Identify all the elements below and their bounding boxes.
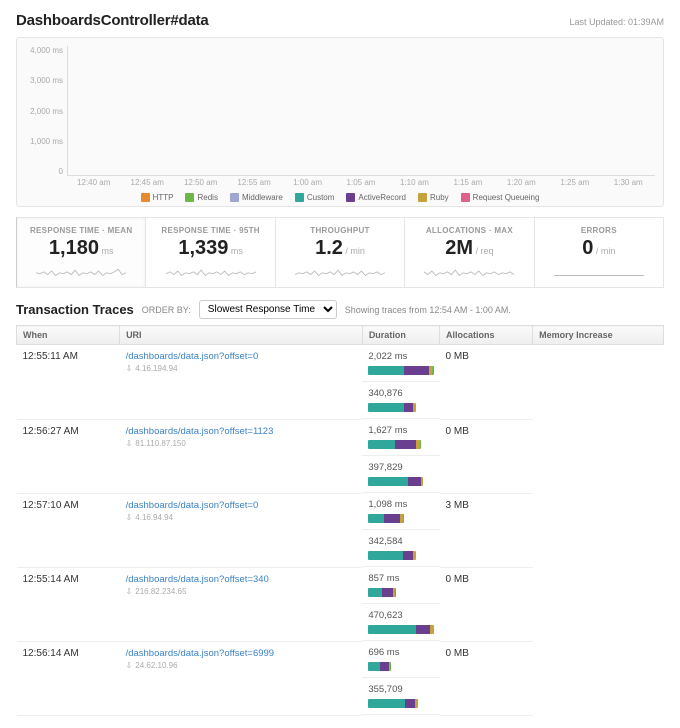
- chart-xaxis: 12:40 am12:45 am12:50 am12:55 am1:00 am1…: [67, 178, 655, 187]
- traces-table: WhenURIDurationAllocationsMemory Increas…: [16, 325, 664, 716]
- cell-uri: /dashboards/data.json?offset=1123 ⇩81.110…: [120, 419, 363, 493]
- last-updated: Last Updated: 01:39AM: [569, 17, 664, 27]
- cell-memory: 0 MB: [440, 641, 533, 715]
- column-header[interactable]: When: [17, 326, 120, 345]
- cell-memory: 0 MB: [440, 419, 533, 493]
- legend-item[interactable]: Redis: [185, 193, 217, 202]
- sparkline: [166, 262, 256, 280]
- stat-card[interactable]: THROUGHPUT 1.2 / min: [276, 217, 405, 288]
- sparkline: [295, 262, 385, 280]
- uri-sub: ⇩4.16.194.94: [126, 364, 357, 373]
- uri-sub: ⇩216.82.234.65: [126, 587, 357, 596]
- table-row[interactable]: 12:55:11 AM/dashboards/data.json?offset=…: [17, 345, 664, 420]
- legend-item[interactable]: Request Queueing: [461, 193, 540, 202]
- cell-allocations: 470,623: [362, 604, 439, 641]
- cell-when: 12:56:14 AM: [17, 641, 120, 715]
- cell-allocations: 342,584: [362, 530, 439, 567]
- uri-sub: ⇩24.62.10.96: [126, 661, 357, 670]
- traces-range-info: Showing traces from 12:54 AM - 1:00 AM.: [345, 305, 511, 315]
- legend-item[interactable]: Custom: [295, 193, 335, 202]
- legend-item[interactable]: Middleware: [230, 193, 283, 202]
- uri-sub: ⇩81.110.87.150: [126, 439, 357, 448]
- uri-sub: ⇩4.16.94.94: [126, 513, 357, 522]
- stat-value: 1,339 ms: [156, 237, 264, 260]
- download-icon: ⇩: [126, 661, 133, 670]
- chart-legend: HTTP Redis Middleware Custom ActiveRecord Rub…: [25, 193, 655, 202]
- download-icon: ⇩: [126, 513, 133, 522]
- cell-duration: 857 ms: [362, 567, 439, 604]
- stat-card[interactable]: RESPONSE TIME · MEAN 1,180 ms: [16, 217, 146, 288]
- column-header[interactable]: Duration: [362, 326, 439, 345]
- stats-row: RESPONSE TIME · MEAN1,180 msRESPONSE TIM…: [16, 217, 664, 288]
- cell-allocations: 340,876: [362, 382, 439, 419]
- dashboard-root: DashboardsController#data Last Updated: …: [0, 0, 680, 728]
- stat-label: ALLOCATIONS · MAX: [415, 226, 523, 235]
- cell-when: 12:55:11 AM: [17, 345, 120, 420]
- uri-link[interactable]: /dashboards/data.json?offset=1123: [126, 426, 357, 437]
- stat-label: RESPONSE TIME · MEAN: [27, 226, 135, 235]
- column-header[interactable]: Memory Increase: [533, 326, 664, 345]
- cell-uri: /dashboards/data.json?offset=0 ⇩4.16.194.…: [120, 345, 363, 420]
- stat-card[interactable]: RESPONSE TIME · 95TH 1,339 ms: [146, 217, 275, 288]
- uri-link[interactable]: /dashboards/data.json?offset=0: [126, 351, 357, 362]
- traces-header: Transaction Traces ORDER BY: Slowest Res…: [16, 300, 664, 319]
- chart-plot[interactable]: [67, 46, 655, 176]
- stat-value: 2M / req: [415, 237, 523, 260]
- stat-card[interactable]: ERRORS 0 / min: [535, 217, 664, 288]
- download-icon: ⇩: [126, 364, 133, 373]
- table-row[interactable]: 12:55:14 AM/dashboards/data.json?offset=…: [17, 567, 664, 641]
- orderby-select[interactable]: Slowest Response TimeMost AllocationsHig…: [199, 300, 337, 319]
- page-header: DashboardsController#data Last Updated: …: [16, 12, 664, 29]
- stat-label: ERRORS: [545, 226, 653, 235]
- cell-uri: /dashboards/data.json?offset=0 ⇩4.16.94.9…: [120, 493, 363, 567]
- cell-duration: 2,022 ms: [362, 345, 439, 382]
- table-row[interactable]: 12:56:14 AM/dashboards/data.json?offset=…: [17, 641, 664, 715]
- stat-card[interactable]: ALLOCATIONS · MAX 2M / req: [405, 217, 534, 288]
- cell-allocations: 397,829: [362, 456, 439, 493]
- cell-memory: 3 MB: [440, 493, 533, 567]
- sparkline: [424, 262, 514, 280]
- table-row[interactable]: 12:56:27 AM/dashboards/data.json?offset=…: [17, 419, 664, 493]
- column-header[interactable]: URI: [120, 326, 363, 345]
- cell-duration: 696 ms: [362, 641, 439, 678]
- stat-value: 1.2 / min: [286, 237, 394, 260]
- stat-value: 0 / min: [545, 237, 653, 260]
- uri-link[interactable]: /dashboards/data.json?offset=340: [126, 574, 357, 585]
- cell-allocations: 355,709: [362, 678, 439, 715]
- legend-item[interactable]: HTTP: [141, 193, 174, 202]
- legend-item[interactable]: ActiveRecord: [346, 193, 406, 202]
- stat-label: RESPONSE TIME · 95TH: [156, 226, 264, 235]
- cell-memory: 0 MB: [440, 567, 533, 641]
- stat-label: THROUGHPUT: [286, 226, 394, 235]
- cell-uri: /dashboards/data.json?offset=6999 ⇩24.62.…: [120, 641, 363, 715]
- cell-when: 12:56:27 AM: [17, 419, 120, 493]
- cell-duration: 1,627 ms: [362, 419, 439, 456]
- column-header[interactable]: Allocations: [440, 326, 533, 345]
- sparkline: [36, 262, 126, 280]
- sparkline: [554, 262, 644, 280]
- download-icon: ⇩: [126, 439, 133, 448]
- legend-item[interactable]: Ruby: [418, 193, 449, 202]
- stat-value: 1,180 ms: [27, 237, 135, 260]
- cell-uri: /dashboards/data.json?offset=340 ⇩216.82.…: [120, 567, 363, 641]
- traces-title: Transaction Traces: [16, 302, 134, 317]
- cell-duration: 1,098 ms: [362, 493, 439, 530]
- uri-link[interactable]: /dashboards/data.json?offset=0: [126, 500, 357, 511]
- cell-when: 12:55:14 AM: [17, 567, 120, 641]
- page-title: DashboardsController#data: [16, 12, 209, 29]
- cell-when: 12:57:10 AM: [17, 493, 120, 567]
- chart-yaxis: 4,000 ms3,000 ms2,000 ms1,000 ms0: [25, 46, 67, 176]
- table-row[interactable]: 12:57:10 AM/dashboards/data.json?offset=…: [17, 493, 664, 567]
- response-time-chart: 4,000 ms3,000 ms2,000 ms1,000 ms0 12:40 …: [16, 37, 664, 207]
- download-icon: ⇩: [126, 587, 133, 596]
- uri-link[interactable]: /dashboards/data.json?offset=6999: [126, 648, 357, 659]
- cell-memory: 0 MB: [440, 345, 533, 420]
- orderby-label: ORDER BY:: [142, 305, 191, 315]
